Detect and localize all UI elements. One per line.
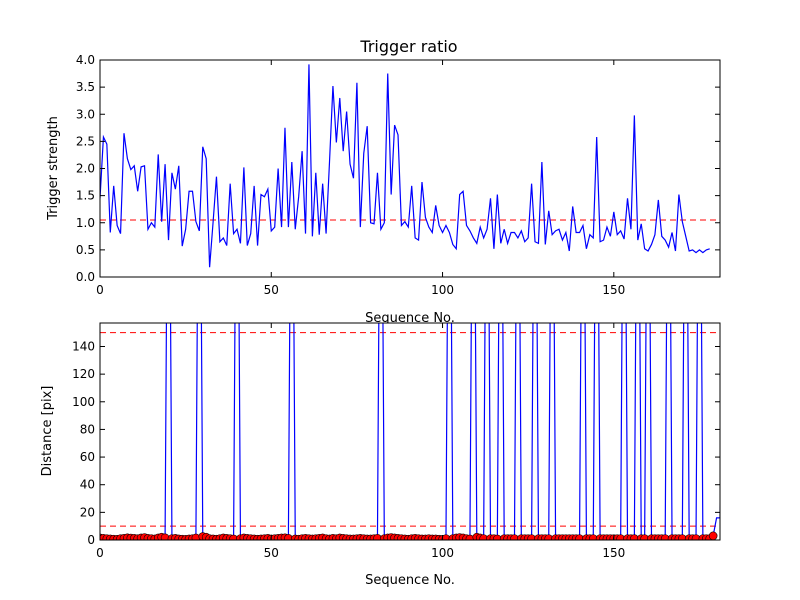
threshold-lines [100,332,720,527]
y-ticks: 0 20 40 60 80 100 120 140 [72,339,720,547]
chart-distance: 0 50 100 150 0 20 40 60 80 100 120 140 Sequence No… [40,322,721,588]
x-tick-label: 150 [602,546,625,560]
y-tick-label: 0.0 [76,270,95,284]
y-ticks: 0.0 0.5 1.0 1.5 2.0 2.5 3.0 3.5 4.0 [76,53,720,284]
x-tick-label: 0 [96,283,104,297]
plot-area [100,323,720,540]
series-line [100,64,710,268]
y-tick-label: 0.5 [76,243,95,257]
y-tick-label: 20 [80,505,95,519]
y-axis-label: Distance [pix] [40,386,55,477]
data-point [708,531,718,540]
y-tick-label: 60 [80,450,95,464]
x-axis-label: Sequence No. [365,311,455,326]
plot-area [100,60,720,277]
x-tick-label: 50 [264,546,279,560]
y-tick-label: 80 [80,422,95,436]
y-tick-label: 3.5 [76,80,95,94]
y-tick-label: 120 [72,367,95,381]
series-lines [100,64,710,268]
x-axis-label: Sequence No. [365,573,455,588]
y-tick-label: 40 [80,478,95,492]
y-tick-label: 1.0 [76,216,95,230]
chart-trigger-ratio: Trigger ratio 0 50 100 150 0.0 0.5 1.0 1.5 2.0 2… [46,37,721,326]
x-ticks: 0 50 100 150 [96,60,625,297]
x-tick-label: 150 [602,283,625,297]
y-tick-label: 100 [72,395,95,409]
y-tick-label: 3.0 [76,107,95,121]
y-tick-label: 140 [72,339,95,353]
x-tick-label: 100 [431,546,454,560]
y-axis-label: Trigger strength [46,116,61,221]
y-tick-label: 4.0 [76,53,95,67]
chart-title: Trigger ratio [359,37,457,56]
y-tick-label: 0 [87,533,95,547]
series-markers [100,531,718,540]
x-tick-label: 50 [264,283,279,297]
y-tick-label: 2.5 [76,134,95,148]
y-tick-label: 2.0 [76,162,95,176]
plot-frame [99,322,721,541]
x-tick-label: 0 [96,546,104,560]
x-ticks: 0 50 100 150 [96,323,625,560]
x-tick-label: 100 [431,283,454,297]
y-tick-label: 1.5 [76,189,95,203]
